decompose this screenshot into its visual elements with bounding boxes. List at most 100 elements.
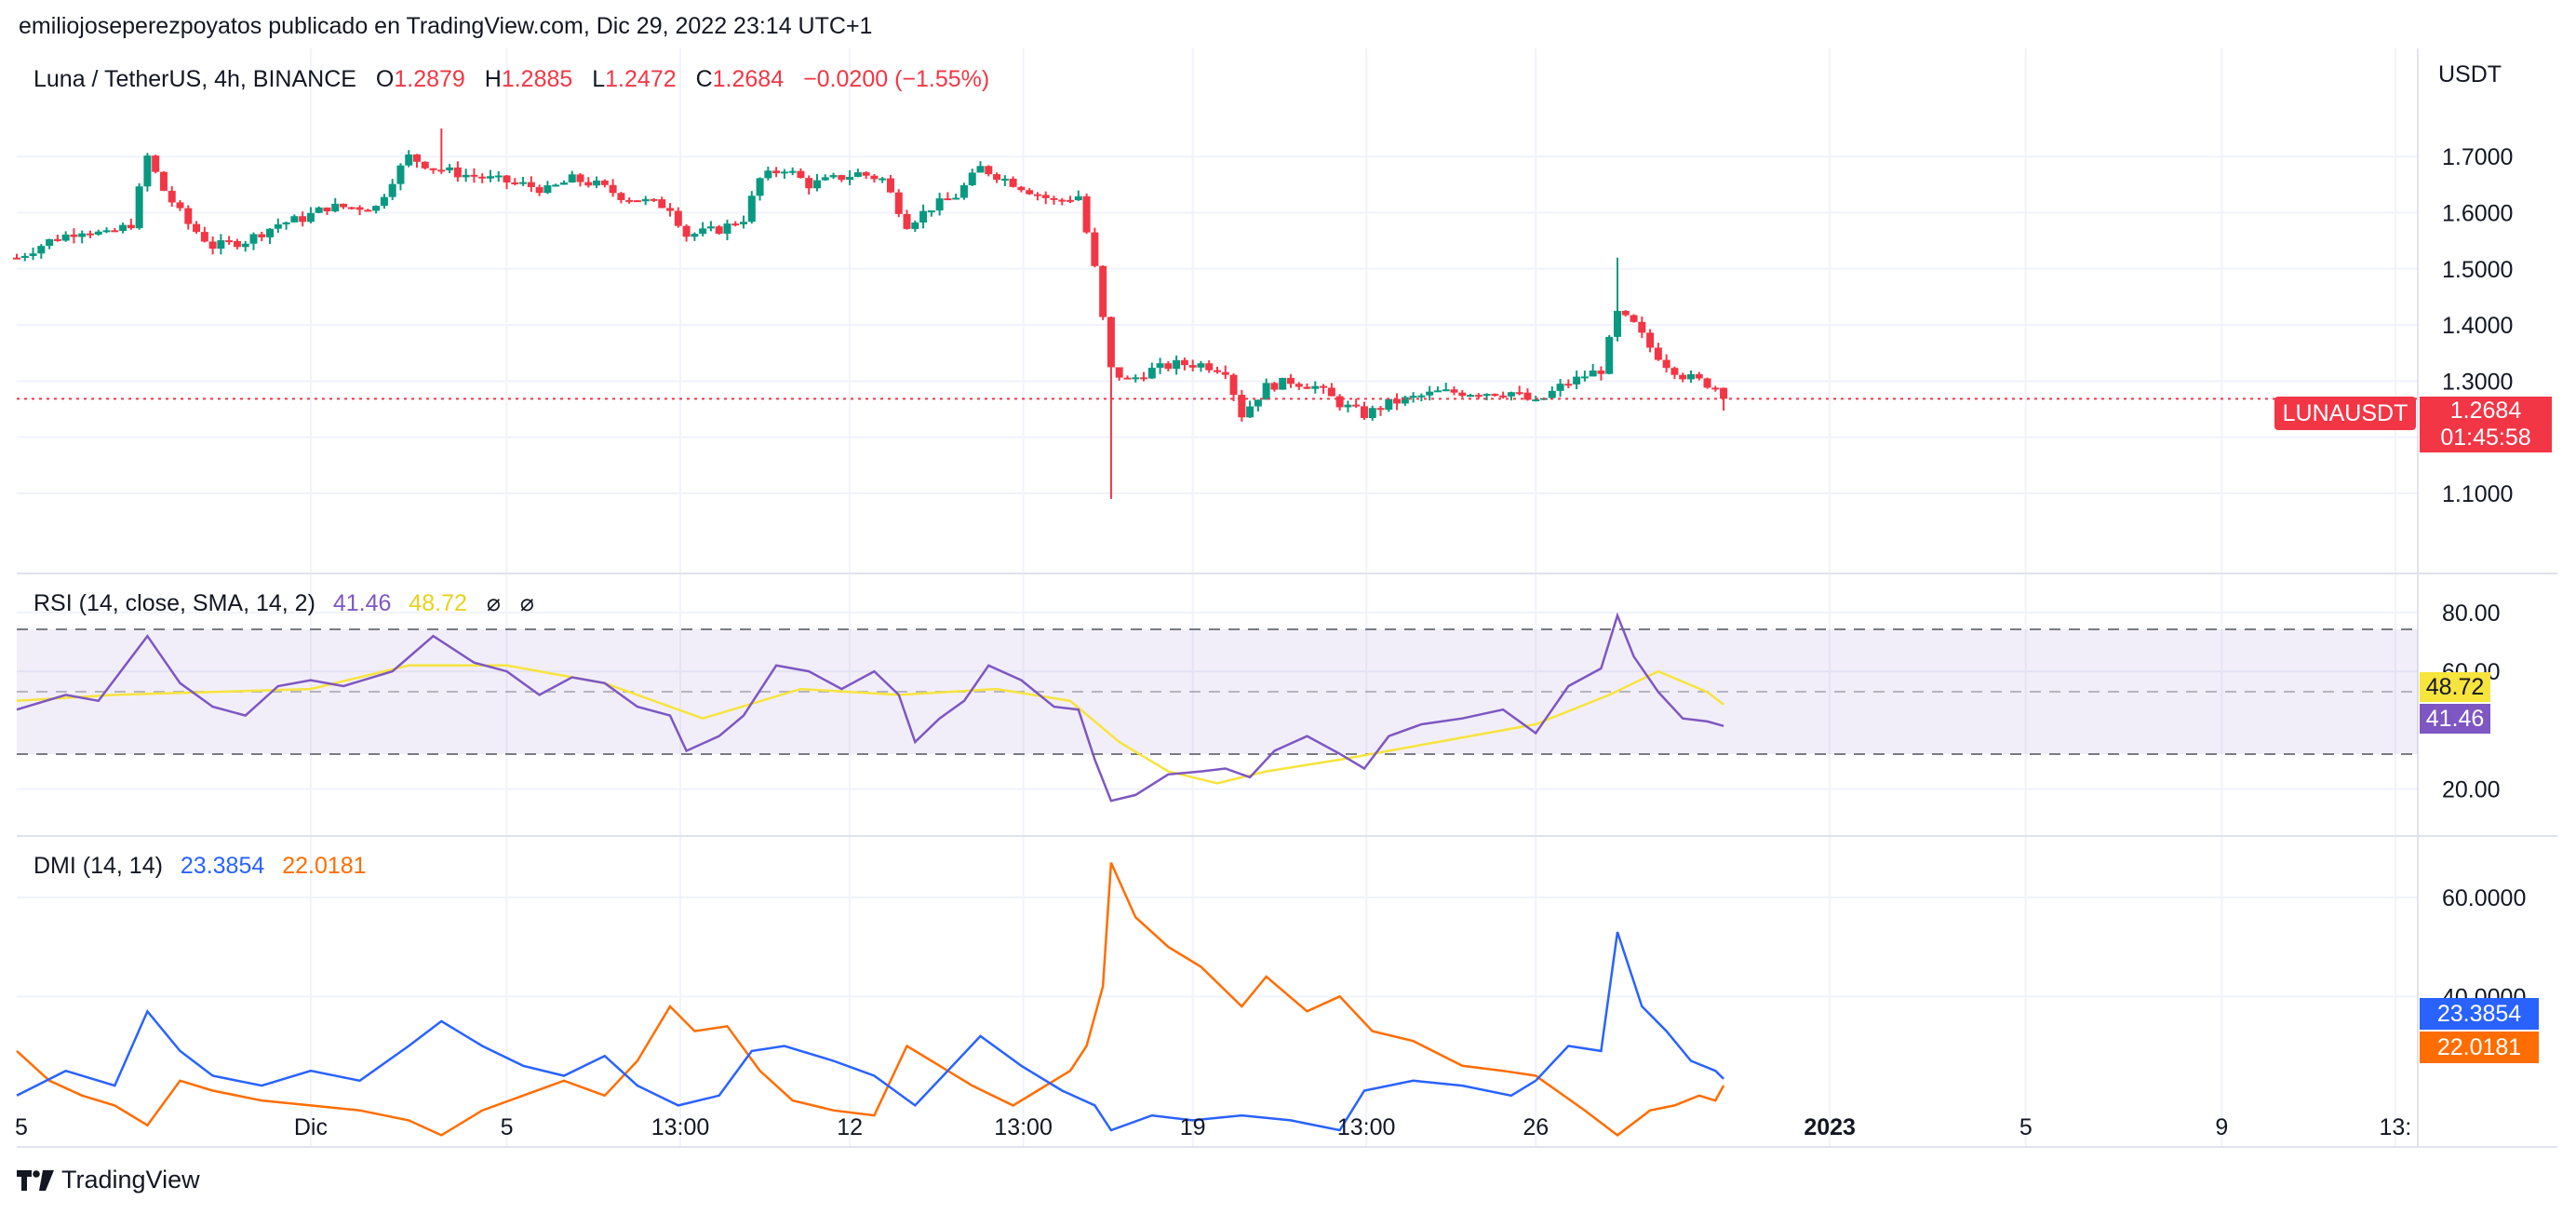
dmi-minus-line (16, 862, 1725, 1137)
candle-body (666, 208, 675, 211)
candle (691, 232, 699, 241)
candle (600, 179, 609, 188)
candle-body (1670, 368, 1679, 375)
candle-body (1229, 374, 1238, 396)
rsi-sma-badge: 48.72 (2420, 672, 2490, 702)
candle (20, 252, 29, 262)
candle-body (952, 197, 960, 200)
candle-body (1695, 373, 1703, 379)
candle-body (470, 174, 478, 177)
candle (217, 234, 225, 255)
candle (446, 164, 454, 173)
candle-body (805, 178, 813, 189)
candle (241, 240, 249, 252)
candle-body (1605, 336, 1614, 374)
candle (364, 209, 372, 212)
candle-body (462, 174, 470, 178)
candle-body (1221, 371, 1229, 375)
price-tick-label: 1.3000 (2442, 369, 2513, 395)
candle-body (699, 228, 707, 235)
candle (1638, 316, 1646, 339)
candle (559, 180, 568, 185)
candle (1393, 393, 1402, 411)
dmi-legend-label: DMI (14, 14) (34, 853, 163, 879)
dmi-plus-badge: 23.3854 (2420, 998, 2539, 1030)
candle (1295, 382, 1303, 390)
candle (1026, 187, 1034, 196)
low-value: 1.2472 (605, 66, 676, 92)
candle (1335, 394, 1344, 411)
candle (952, 194, 960, 200)
candle-body (241, 243, 249, 248)
time-axis-ticks[interactable]: 5 Dic 5 13:00 12 13:00 19 13:00 26 2023 5 9 13: (15, 1114, 2411, 1140)
candle (1458, 390, 1467, 398)
candle (208, 236, 217, 255)
candle (813, 173, 821, 192)
dmi-axis-ticks[interactable]: 60.000040.0000 (2442, 885, 2526, 1010)
price-axis-ticks[interactable]: 1.70001.60001.50001.40001.30001.20001.10… (2442, 144, 2513, 507)
candle (1483, 393, 1491, 400)
candle (1270, 382, 1279, 392)
candle-body (380, 196, 388, 207)
brand-name: TradingView (61, 1166, 200, 1194)
candle (1360, 401, 1368, 421)
time-tick-label: 9 (2215, 1114, 2228, 1140)
open-value: 1.2879 (394, 66, 464, 92)
candle (478, 173, 487, 183)
candle-body (1720, 387, 1728, 399)
candle (927, 210, 935, 217)
candle-body (290, 216, 299, 223)
candle (143, 153, 152, 192)
bar-countdown: 01:45:58 (2440, 425, 2531, 451)
candle-body (429, 168, 437, 170)
rsi-legend-extra2: ⌀ (520, 590, 534, 616)
rsi-legend: RSI (14, close, SMA, 14, 2) 41.46 48.72 … (34, 590, 534, 616)
candle-body (723, 223, 731, 235)
candle-body (1254, 399, 1262, 407)
candle (870, 173, 879, 183)
candle (380, 194, 388, 209)
candle-body (1091, 232, 1099, 266)
candle (315, 206, 323, 214)
candle-body (94, 231, 102, 235)
candle-body (13, 257, 20, 260)
candle-body (879, 178, 887, 181)
candle (290, 214, 299, 223)
candle-body (1401, 397, 1409, 404)
dmi-legend-minus: 22.0181 (282, 853, 366, 879)
candle (1050, 196, 1058, 205)
candle-body (249, 234, 258, 244)
candle-body (478, 176, 487, 179)
candle (1107, 317, 1115, 499)
candle (184, 205, 193, 230)
candle-body (1303, 386, 1311, 389)
candle-body (535, 186, 543, 194)
candle (1662, 354, 1670, 373)
candle (658, 196, 666, 209)
candle (1352, 398, 1361, 409)
candle (1548, 386, 1556, 399)
candle (193, 221, 201, 235)
candle-body (1279, 377, 1287, 390)
candle (944, 192, 952, 201)
candle-body (274, 224, 282, 229)
time-tick-label: 13: (2379, 1114, 2411, 1140)
candle-body (1262, 383, 1270, 400)
dmi-minus-badge: 22.0181 (2420, 1032, 2539, 1063)
candle-body (511, 182, 519, 184)
candle (968, 169, 976, 186)
time-tick-label: 26 (1523, 1114, 1549, 1140)
candle (976, 161, 985, 173)
candle-body (413, 154, 421, 162)
candle-body (706, 226, 715, 229)
candle-body (1123, 377, 1132, 380)
candle (356, 205, 364, 216)
candle-body (315, 207, 323, 213)
candle-body (1214, 370, 1221, 372)
candle-body (1041, 195, 1050, 198)
candle-body (176, 202, 184, 209)
candle-body (258, 234, 266, 237)
tradingview-brand[interactable]: TradingView (17, 1166, 200, 1194)
candle-body (1564, 384, 1573, 386)
